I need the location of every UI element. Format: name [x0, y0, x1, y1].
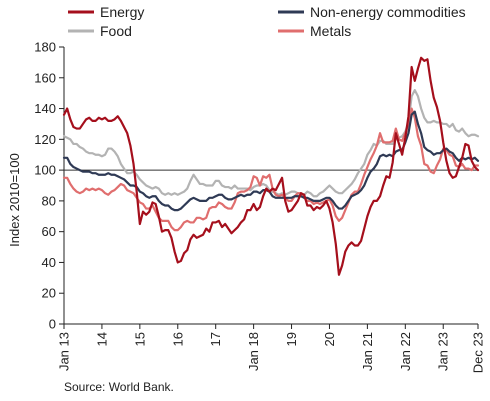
x-tick-label: 16 [170, 332, 185, 346]
x-tick-label: 19 [284, 332, 299, 346]
legend-label-food: Food [100, 23, 132, 39]
y-axis-ticks: 0 20 40 60 80 100 120 140 160 180 [34, 40, 64, 332]
series-layer [62, 56, 480, 276]
x-tick-label: Jan 23 [436, 332, 451, 371]
series-line-non-energy [62, 110, 480, 212]
y-tick-label: 140 [34, 101, 56, 116]
y-tick-label: 180 [34, 40, 56, 55]
y-tick-label: 60 [42, 224, 56, 239]
x-tick-label: 15 [132, 332, 147, 346]
legend-label-non-energy: Non-energy commodities [310, 4, 466, 20]
legend-label-energy: Energy [100, 4, 144, 20]
x-tick-label: 20 [322, 332, 337, 346]
x-tick-label: Jan 21 [360, 332, 375, 371]
legend-label-metals: Metals [310, 23, 351, 39]
y-tick-label: 40 [42, 255, 56, 270]
legend: Energy Non-energy commodities Food Metal… [68, 4, 466, 39]
x-tick-label: 17 [208, 332, 223, 346]
series-line-metals [62, 107, 480, 232]
x-tick-label: Jan 13 [57, 332, 72, 371]
y-tick-label: 160 [34, 70, 56, 85]
x-tick-label: Jan 22 [398, 332, 413, 371]
series-line-energy [62, 56, 480, 276]
x-tick-label: Jan 18 [246, 332, 261, 371]
y-tick-label: 20 [42, 286, 56, 301]
x-tick-label: 14 [94, 332, 109, 346]
x-tick-label: Dec 23 [471, 332, 486, 373]
y-tick-label: 120 [34, 132, 56, 147]
y-tick-label: 0 [49, 317, 56, 332]
y-tick-label: 80 [42, 193, 56, 208]
y-axis-title: Index 2010=100 [7, 153, 22, 247]
x-axis-ticks: Jan 13 14 15 16 17 Jan 18 19 20 Jan 21 Jan 22 Jan … [57, 324, 486, 373]
source-note: Source: World Bank. [64, 380, 174, 394]
y-tick-label: 100 [34, 163, 56, 178]
plot-frame [63, 47, 478, 325]
